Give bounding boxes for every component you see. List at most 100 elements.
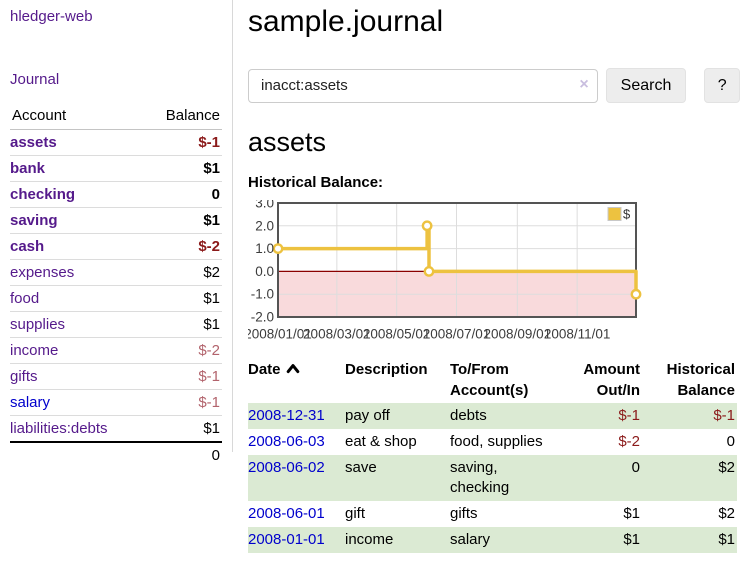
- transaction-description: save: [345, 455, 450, 501]
- account-balance: $-1: [143, 364, 222, 390]
- account-row: liabilities:debts $1: [10, 416, 222, 443]
- account-link[interactable]: liabilities:debts: [10, 420, 108, 437]
- transaction-row: 2008-06-02 savesaving, checking0$2: [248, 455, 737, 501]
- legend-swatch: [608, 208, 621, 221]
- balance-column-header: Balance: [143, 104, 222, 130]
- transaction-date-link[interactable]: 2008-06-01: [248, 505, 325, 522]
- account-row: supplies $1: [10, 312, 222, 338]
- search-input[interactable]: [248, 69, 598, 103]
- account-link[interactable]: cash: [10, 238, 44, 255]
- x-tick-label: 2008/11/01: [544, 327, 611, 342]
- transaction-description: gift: [345, 501, 450, 527]
- data-point-marker: [632, 290, 640, 298]
- accounts-column-header: Account: [10, 104, 143, 130]
- x-tick-label: 2008/03/01: [303, 327, 371, 342]
- search-button[interactable]: Search: [606, 68, 687, 103]
- account-link[interactable]: assets: [10, 134, 57, 151]
- account-link[interactable]: saving: [10, 212, 58, 229]
- chart-title: Historical Balance:: [248, 174, 740, 191]
- sidebar: hledger-web Journal Account Balance asse…: [0, 0, 233, 452]
- data-point-marker: [423, 222, 431, 230]
- account-link[interactable]: salary: [10, 394, 50, 411]
- transaction-description: eat & shop: [345, 429, 450, 455]
- account-link[interactable]: gifts: [10, 368, 38, 385]
- transaction-description: pay off: [345, 403, 450, 429]
- x-tick-label: 2008/07/01: [423, 327, 491, 342]
- y-tick-label: 2.0: [255, 218, 274, 233]
- transaction-amount: $-2: [562, 429, 642, 455]
- transaction-date-link[interactable]: 2008-01-01: [248, 531, 325, 548]
- transaction-accounts: debts: [450, 403, 562, 429]
- account-balance: $1: [143, 312, 222, 338]
- account-link[interactable]: income: [10, 342, 58, 359]
- account-balance: $1: [143, 208, 222, 234]
- transaction-date-link[interactable]: 2008-06-02: [248, 459, 325, 476]
- main-content: sample.journal × Search ? assets Histori…: [248, 0, 740, 553]
- accounts-table-body: assets $-1 bank $1 checking 0 saving $1 cash $-2 e…: [10, 130, 222, 443]
- sidebar-item-journal[interactable]: Journal: [10, 71, 59, 88]
- column-header-date[interactable]: Date: [248, 357, 345, 403]
- account-balance: $-2: [143, 338, 222, 364]
- transaction-balance: $2: [642, 455, 737, 501]
- account-row: saving $1: [10, 208, 222, 234]
- transaction-row: 2008-06-01giftgifts$1$2: [248, 501, 737, 527]
- transaction-balance: $2: [642, 501, 737, 527]
- account-link[interactable]: supplies: [10, 316, 65, 333]
- account-row: food $1: [10, 286, 222, 312]
- x-tick-label: 2008/09/01: [484, 327, 552, 342]
- transaction-amount: 0: [562, 455, 642, 501]
- account-row: bank $1: [10, 156, 222, 182]
- account-balance: $1: [143, 286, 222, 312]
- register-header-row: Date Description To/From Account(s) Amou…: [248, 357, 737, 403]
- transaction-row: 2008-01-01incomesalary$1$1: [248, 527, 737, 553]
- data-point-marker: [274, 244, 282, 252]
- account-balance: $1: [143, 156, 222, 182]
- y-tick-label: 3.0: [255, 200, 274, 211]
- account-row: gifts $-1: [10, 364, 222, 390]
- accounts-table: Account Balance assets $-1 bank $1 checking 0…: [10, 104, 222, 468]
- column-header-amount[interactable]: Amount Out/In: [562, 357, 642, 403]
- transaction-accounts: gifts: [450, 501, 562, 527]
- account-balance: 0: [143, 182, 222, 208]
- transaction-accounts: saving, checking: [450, 455, 562, 501]
- account-page-title: assets: [248, 126, 740, 158]
- transaction-amount: $-1: [562, 403, 642, 429]
- account-balance: $-1: [143, 390, 222, 416]
- data-point-marker: [425, 267, 433, 275]
- account-balance: $-2: [143, 234, 222, 260]
- help-button[interactable]: ?: [704, 68, 740, 103]
- x-tick-label: 2008/05/01: [363, 327, 431, 342]
- y-tick-label: 1.0: [255, 241, 274, 256]
- page-title: sample.journal: [248, 4, 740, 40]
- sort-ascending-icon: [286, 359, 300, 380]
- clear-search-icon[interactable]: ×: [579, 76, 588, 94]
- account-link[interactable]: bank: [10, 160, 45, 177]
- column-header-accounts[interactable]: To/From Account(s): [450, 357, 562, 403]
- column-header-balance[interactable]: Historical Balance: [642, 357, 737, 403]
- transaction-date-link[interactable]: 2008-06-03: [248, 433, 325, 450]
- account-row: cash $-2: [10, 234, 222, 260]
- app-brand-link[interactable]: hledger-web: [10, 8, 93, 25]
- transaction-balance: $-1: [642, 403, 737, 429]
- register-table: Date Description To/From Account(s) Amou…: [248, 357, 737, 553]
- transaction-date-link[interactable]: 2008-12-31: [248, 407, 325, 424]
- legend-label: $: [623, 207, 631, 222]
- y-tick-label: 0.0: [255, 264, 274, 279]
- column-header-description[interactable]: Description: [345, 357, 450, 403]
- transaction-amount: $1: [562, 527, 642, 553]
- y-tick-label: -2.0: [251, 310, 274, 325]
- account-link[interactable]: expenses: [10, 264, 74, 281]
- account-link[interactable]: food: [10, 290, 39, 307]
- y-tick-label: -1.0: [251, 287, 274, 302]
- account-balance: $1: [143, 416, 222, 443]
- account-link[interactable]: checking: [10, 186, 75, 203]
- search-form: × Search ?: [248, 68, 740, 103]
- register-table-body: 2008-12-31pay offdebts$-1$-12008-06-03ea…: [248, 403, 737, 553]
- transaction-row: 2008-06-03eat & shopfood, supplies$-20: [248, 429, 737, 455]
- account-row: income $-2: [10, 338, 222, 364]
- accounts-total-row: 0: [10, 442, 222, 468]
- account-balance: $2: [143, 260, 222, 286]
- transaction-description: income: [345, 527, 450, 553]
- transaction-accounts: salary: [450, 527, 562, 553]
- account-balance: $-1: [143, 130, 222, 156]
